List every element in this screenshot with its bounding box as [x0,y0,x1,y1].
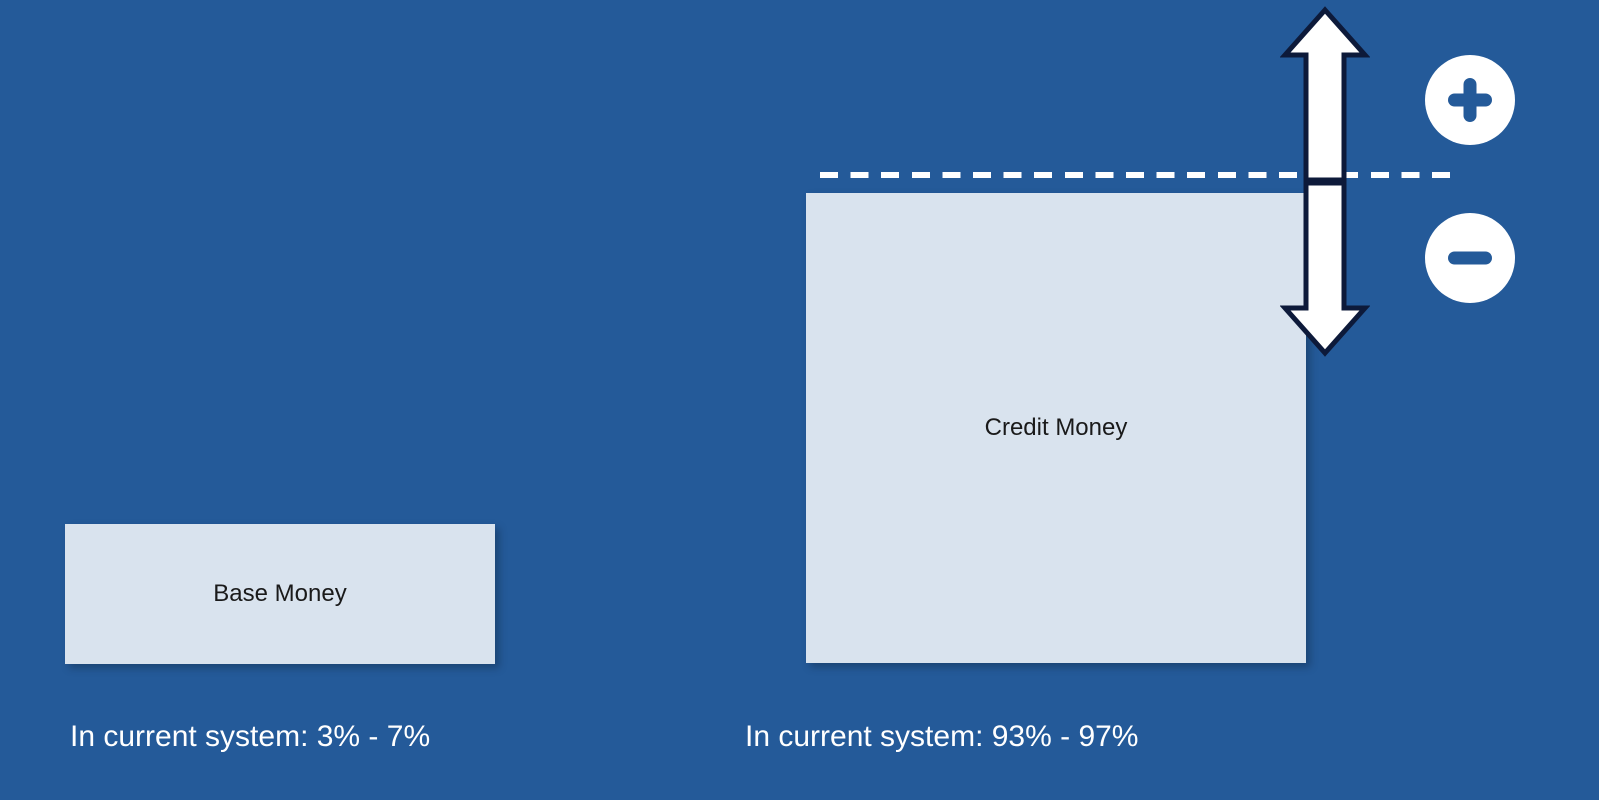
plus-glyph [1425,55,1515,145]
base-money-caption: In current system: 3% - 7% [70,720,430,754]
credit-money-caption: In current system: 93% - 97% [745,720,1139,754]
plus-icon [1425,55,1515,145]
arrow-down-icon [1280,178,1370,358]
credit-money-label: Credit Money [985,414,1128,442]
diagram-canvas: Base Money Credit Money In current syste… [0,0,1599,800]
base-money-label: Base Money [213,580,346,608]
credit-money-box: Credit Money [806,193,1306,663]
arrow-up-icon [1280,5,1370,185]
minus-icon [1425,213,1515,303]
base-money-box: Base Money [65,524,495,664]
minus-glyph [1425,213,1515,303]
